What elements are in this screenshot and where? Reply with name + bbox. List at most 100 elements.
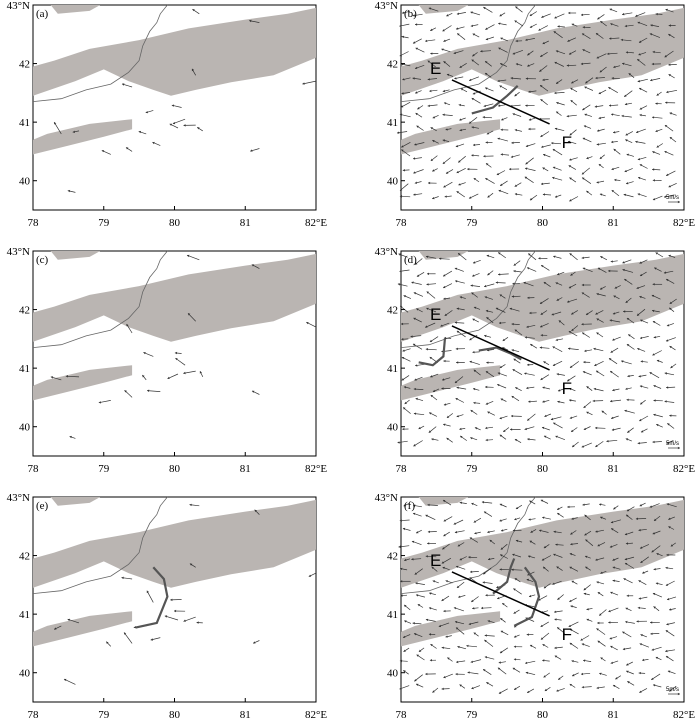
y-tick-label: 43°N bbox=[375, 0, 398, 12]
border-line bbox=[32, 496, 168, 594]
y-tick-label: 42 bbox=[19, 305, 30, 317]
wind-vectors bbox=[397, 252, 677, 448]
mountain-range bbox=[401, 7, 684, 96]
x-tick-label: 81 bbox=[608, 709, 619, 721]
x-tick-label: 81 bbox=[608, 463, 619, 475]
x-tick-label: 81 bbox=[240, 709, 251, 721]
x-tick-label: 82°E bbox=[305, 217, 327, 229]
x-tick-label: 82°E bbox=[305, 709, 327, 721]
y-tick-label: 40 bbox=[387, 176, 399, 188]
y-tick-label: 43°N bbox=[375, 492, 398, 504]
x-tick-label: 80 bbox=[537, 463, 549, 475]
section-label-f: F bbox=[562, 379, 572, 398]
x-tick-label: 78 bbox=[396, 217, 408, 229]
y-tick-label: 41 bbox=[19, 609, 30, 621]
y-tick-label: 43°N bbox=[7, 492, 30, 504]
panel-f: E F 5m/s (f) 78 79 80 81 82°E 43°N 42 41 40 bbox=[375, 492, 696, 721]
x-tick-label: 81 bbox=[240, 463, 251, 475]
x-tick-label: 81 bbox=[608, 217, 619, 229]
y-tick-label: 40 bbox=[387, 422, 399, 434]
mountain-range bbox=[33, 499, 316, 588]
panel-b: E F 5m/s (b) 78 79 80 81 82°E 43°N 42 41 40 bbox=[375, 0, 696, 229]
y-tick-label: 42 bbox=[19, 59, 30, 71]
x-tick-label: 81 bbox=[240, 217, 251, 229]
section-line-ef bbox=[451, 325, 550, 371]
x-tick-label: 78 bbox=[396, 463, 408, 475]
y-tick-label: 43°N bbox=[375, 246, 398, 258]
x-tick-label: 82°E bbox=[673, 217, 695, 229]
panel-label: (e) bbox=[36, 500, 49, 512]
scale-label: 5m/s bbox=[666, 195, 679, 201]
panel-a: (a) 78 79 80 81 82°E 43°N 42 41 40 bbox=[7, 0, 328, 229]
y-tick-label: 41 bbox=[19, 117, 30, 129]
panel-label: (c) bbox=[36, 254, 49, 266]
mountain-south bbox=[33, 365, 133, 401]
scale-label: 5m/s bbox=[666, 687, 679, 693]
x-tick-label: 82°E bbox=[305, 463, 327, 475]
x-tick-label: 79 bbox=[466, 217, 478, 229]
mountain-north bbox=[50, 5, 101, 14]
wind-vectors bbox=[396, 6, 678, 202]
panel-c: (c) 78 79 80 81 82°E 43°N 42 41 40 bbox=[7, 246, 328, 475]
y-tick-label: 40 bbox=[19, 176, 31, 188]
section-label-f: F bbox=[562, 133, 572, 152]
x-tick-label: 80 bbox=[169, 217, 181, 229]
border-line bbox=[32, 4, 168, 102]
border-line bbox=[32, 250, 168, 348]
panel-d: E F 5m/s (d) 78 79 80 81 82°E 43°N 42 41 40 bbox=[375, 246, 696, 475]
y-tick-label: 42 bbox=[387, 551, 398, 563]
mountain-north bbox=[50, 251, 101, 260]
wind-vectors bbox=[50, 254, 317, 439]
scale-label: 5m/s bbox=[666, 441, 679, 447]
section-label-e: E bbox=[430, 59, 441, 78]
border-line bbox=[400, 4, 536, 102]
mountain-north bbox=[418, 5, 469, 14]
convergence-curve bbox=[513, 566, 541, 627]
section-line-ef bbox=[451, 79, 550, 125]
x-tick-label: 79 bbox=[466, 463, 478, 475]
section-label-f: F bbox=[562, 625, 572, 644]
mountain-south bbox=[401, 611, 501, 647]
panel-label: (d) bbox=[404, 254, 417, 266]
mountain-north bbox=[50, 497, 101, 506]
mountain-range bbox=[33, 7, 316, 96]
panel-e: (e) 78 79 80 81 82°E 43°N 42 41 40 bbox=[7, 492, 328, 721]
x-tick-label: 80 bbox=[537, 217, 549, 229]
y-tick-label: 42 bbox=[387, 59, 398, 71]
x-tick-label: 78 bbox=[28, 463, 40, 475]
convergence-curve bbox=[492, 558, 516, 595]
y-tick-label: 42 bbox=[387, 305, 398, 317]
wind-vectors bbox=[398, 499, 677, 694]
convergence-curve bbox=[478, 346, 522, 361]
y-tick-label: 43°N bbox=[7, 0, 30, 12]
y-tick-label: 41 bbox=[19, 363, 30, 375]
y-tick-label: 42 bbox=[19, 551, 30, 563]
y-tick-label: 41 bbox=[387, 117, 398, 129]
convergence-curve bbox=[135, 566, 169, 629]
mountain-north bbox=[418, 497, 469, 506]
mountain-range bbox=[401, 253, 684, 342]
section-label-e: E bbox=[430, 305, 441, 324]
section-line-ef bbox=[451, 571, 550, 617]
mountain-south bbox=[33, 119, 133, 155]
wind-vectors bbox=[53, 8, 317, 193]
x-tick-label: 78 bbox=[28, 709, 40, 721]
x-tick-label: 80 bbox=[169, 709, 181, 721]
mountain-range bbox=[33, 253, 316, 342]
x-tick-label: 80 bbox=[169, 463, 181, 475]
y-tick-label: 40 bbox=[19, 668, 31, 680]
convergence-curve bbox=[418, 338, 446, 367]
x-tick-label: 82°E bbox=[673, 709, 695, 721]
y-tick-label: 40 bbox=[387, 668, 399, 680]
wind-vectors bbox=[53, 503, 317, 685]
y-tick-label: 40 bbox=[19, 422, 31, 434]
section-label-e: E bbox=[430, 551, 441, 570]
x-tick-label: 78 bbox=[28, 217, 40, 229]
x-tick-label: 80 bbox=[537, 709, 549, 721]
y-tick-label: 41 bbox=[387, 609, 398, 621]
panel-label: (a) bbox=[36, 8, 49, 20]
mountain-south bbox=[401, 365, 501, 401]
x-tick-label: 79 bbox=[98, 709, 110, 721]
y-tick-label: 41 bbox=[387, 363, 398, 375]
